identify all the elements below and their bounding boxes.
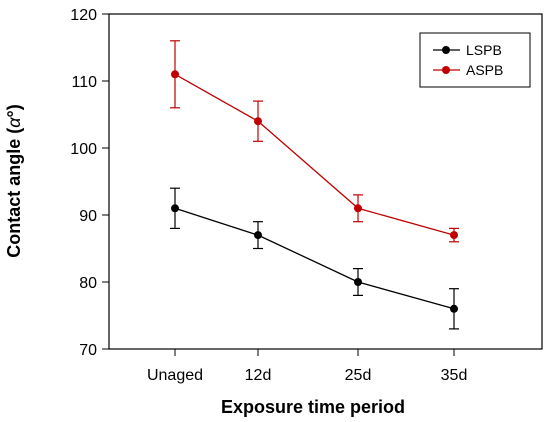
x-tick-label: 12d [245, 367, 272, 384]
x-axis-title: Exposure time period [221, 397, 405, 417]
y-axis-title-symbol: α [4, 117, 24, 128]
data-point-lspb [171, 204, 179, 213]
y-tick-label: 110 [71, 74, 97, 91]
x-tick-label: 25d [345, 367, 372, 384]
y-tick-label: 70 [79, 342, 97, 359]
legend-box [419, 32, 531, 88]
data-point-aspb [254, 117, 262, 126]
legend-label-aspb: ASPB [466, 62, 503, 78]
y-tick-label: 80 [79, 275, 97, 292]
y-axis-title-main: Contact angle ( [4, 128, 24, 258]
plot-layer: 70 80 90 100 110 120 Unaged 12d 25d 35d LSPB ASPB [70, 7, 543, 384]
data-point-aspb [450, 231, 458, 240]
legend-label-lspb: LSPB [466, 42, 502, 58]
plot-frame [108, 13, 543, 350]
y-tick-label: 100 [70, 141, 97, 158]
series-line-lspb [174, 207, 455, 310]
series-line-aspb [174, 73, 455, 236]
legend-marker-aspb [442, 66, 450, 74]
data-point-lspb [450, 304, 458, 313]
y-axis-title-end: °) [4, 104, 24, 117]
y-tick-label: 90 [79, 208, 97, 225]
y-axis-title: Contact angle (α°) [4, 104, 24, 257]
data-point-lspb [254, 231, 262, 240]
y-tick-label: 120 [70, 7, 97, 24]
data-point-aspb [354, 204, 362, 213]
x-tick-label: Unaged [147, 367, 203, 384]
legend-marker-lspb [442, 46, 450, 54]
x-tick-label: 35d [441, 367, 468, 384]
data-point-aspb [171, 70, 179, 79]
data-point-lspb [354, 278, 362, 286]
